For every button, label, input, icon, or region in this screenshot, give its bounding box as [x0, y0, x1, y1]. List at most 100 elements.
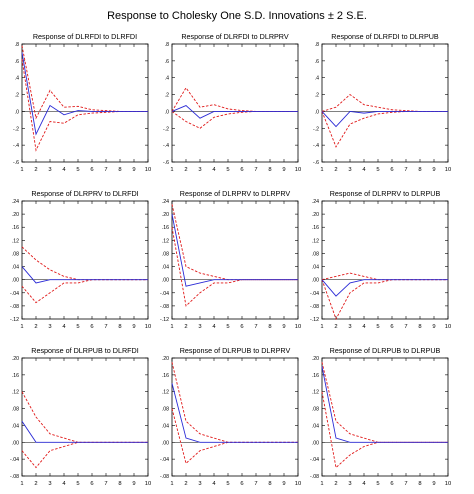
- y-tick-label: .04: [162, 423, 169, 429]
- x-tick-label: 4: [62, 324, 66, 330]
- y-tick-label: .20: [162, 356, 169, 362]
- plot-frame: [171, 43, 299, 163]
- panel-title: Response of DLRFDI to DLRPUB: [331, 32, 439, 41]
- x-tick-label: 5: [376, 481, 379, 487]
- x-tick-label: 7: [104, 324, 107, 330]
- x-tick-label: 1: [320, 481, 323, 487]
- plot-frame: [171, 357, 299, 477]
- x-tick-label: 8: [118, 167, 121, 173]
- y-tick-label: .08: [162, 407, 169, 413]
- y-tick-label: -.6: [13, 160, 19, 166]
- y-tick-label: .8: [315, 42, 319, 48]
- x-tick-label: 6: [90, 481, 93, 487]
- panel-title: Response of DLRPRV to DLRPUB: [330, 189, 441, 198]
- y-tick-label: .2: [15, 93, 19, 99]
- confidence-band-line: [21, 441, 148, 469]
- response-line: [321, 110, 448, 128]
- y-tick-label: -.2: [163, 126, 169, 132]
- x-tick-label: 5: [76, 167, 79, 173]
- x-tick-label: 5: [376, 167, 379, 173]
- x-tick-label: 7: [104, 481, 107, 487]
- x-tick-label: 10: [445, 167, 451, 173]
- x-tick-label: 3: [348, 167, 351, 173]
- y-tick-label: .0: [15, 109, 19, 115]
- y-tick-label: .04: [12, 265, 19, 271]
- x-tick-label: 8: [268, 167, 271, 173]
- confidence-band-line: [321, 362, 448, 443]
- x-tick-label: 3: [48, 324, 51, 330]
- x-tick-label: 10: [295, 324, 301, 330]
- confidence-band-line: [171, 87, 298, 112]
- y-tick-label: .20: [12, 356, 19, 362]
- confidence-band-line: [171, 362, 298, 443]
- y-tick-label: -.08: [160, 474, 169, 480]
- y-tick-label: .04: [312, 265, 319, 271]
- x-tick-label: 2: [184, 481, 187, 487]
- y-tick-label: .24: [12, 199, 19, 205]
- y-tick-label: .2: [165, 93, 169, 99]
- y-tick-label: .24: [312, 199, 319, 205]
- irf-panel: Response of DLRPRV to DLRPRV .24 .20 .16 .12…: [160, 189, 301, 330]
- y-tick-label: -.4: [13, 143, 19, 149]
- y-tick-label: -.04: [310, 291, 319, 297]
- x-tick-label: 8: [418, 481, 421, 487]
- irf-panel: Response of DLRFDI to DLRFDI .8 .6 .4 .2 .0 -.…: [13, 32, 151, 173]
- y-tick-label: -.04: [10, 457, 19, 463]
- y-tick-label: .00: [312, 440, 319, 446]
- y-tick-label: -.2: [313, 126, 319, 132]
- x-tick-label: 9: [132, 481, 135, 487]
- x-tick-label: 10: [145, 324, 151, 330]
- x-tick-label: 9: [132, 167, 135, 173]
- x-tick-label: 2: [34, 324, 37, 330]
- x-tick-label: 10: [145, 167, 151, 173]
- x-tick-label: 5: [226, 481, 229, 487]
- x-tick-label: 6: [390, 324, 393, 330]
- y-tick-label: -.2: [13, 126, 19, 132]
- x-tick-label: 5: [226, 167, 229, 173]
- y-tick-label: .08: [312, 251, 319, 257]
- y-tick-label: .00: [162, 440, 169, 446]
- y-tick-label: .00: [312, 278, 319, 284]
- y-tick-label: .0: [165, 109, 169, 115]
- panel-title: Response of DLRPUB to DLRPUB: [330, 346, 441, 355]
- panel-title: Response of DLRPUB to DLRPRV: [180, 346, 291, 355]
- x-tick-label: 3: [198, 167, 201, 173]
- x-tick-label: 5: [76, 324, 79, 330]
- figure-title: Response to Cholesky One S.D. Innovation…: [107, 10, 367, 22]
- y-tick-label: .6: [165, 59, 169, 65]
- x-tick-label: 6: [390, 167, 393, 173]
- x-tick-label: 8: [118, 481, 121, 487]
- y-tick-label: .04: [12, 423, 19, 429]
- x-tick-label: 9: [282, 167, 285, 173]
- panel-title: Response of DLRFDI to DLRPRV: [181, 32, 289, 41]
- confidence-band-line: [321, 391, 448, 469]
- confidence-band-line: [21, 59, 148, 152]
- y-tick-label: .12: [312, 238, 319, 244]
- x-tick-label: 7: [104, 167, 107, 173]
- plot-frame: [21, 43, 149, 163]
- y-tick-label: -.6: [163, 160, 169, 166]
- x-tick-label: 3: [48, 167, 51, 173]
- x-tick-label: 3: [198, 481, 201, 487]
- plot-frame: [171, 200, 299, 320]
- y-tick-label: .04: [312, 423, 319, 429]
- y-tick-label: .24: [162, 199, 169, 205]
- x-tick-label: 4: [62, 167, 66, 173]
- x-tick-label: 6: [240, 481, 243, 487]
- x-tick-label: 1: [170, 324, 173, 330]
- y-tick-label: .20: [312, 212, 319, 218]
- x-tick-label: 5: [76, 481, 79, 487]
- y-tick-label: .20: [12, 212, 19, 218]
- x-tick-label: 4: [362, 167, 366, 173]
- plot-frame: [21, 200, 149, 320]
- y-tick-label: .4: [315, 76, 319, 82]
- response-line: [171, 214, 298, 287]
- y-tick-label: .12: [162, 238, 169, 244]
- y-tick-label: .04: [162, 265, 169, 271]
- y-tick-label: -.04: [160, 457, 169, 463]
- confidence-band-line: [321, 279, 448, 321]
- x-tick-label: 2: [334, 324, 337, 330]
- x-tick-label: 9: [432, 481, 435, 487]
- x-tick-label: 10: [295, 167, 301, 173]
- y-tick-label: -.08: [160, 304, 169, 310]
